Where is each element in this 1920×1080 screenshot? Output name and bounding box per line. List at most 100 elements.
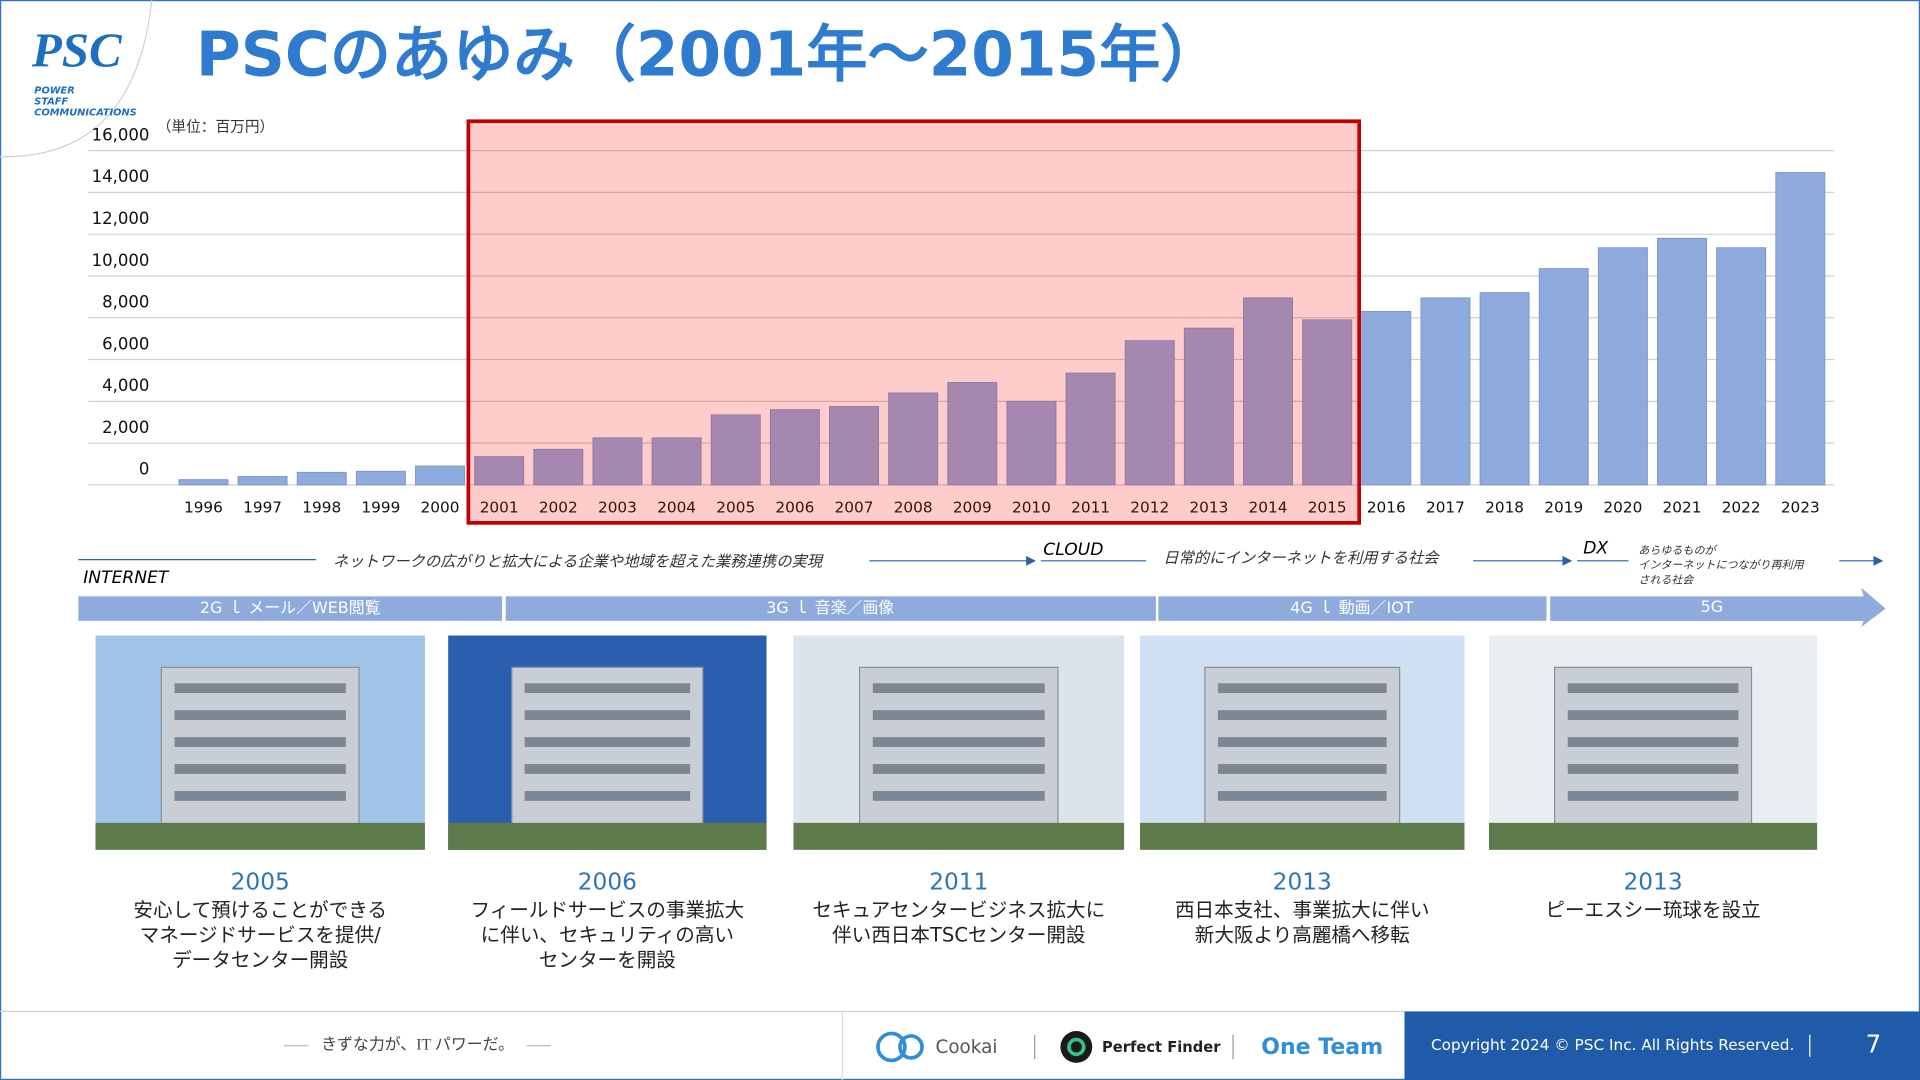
band-label: 3G ｌ 音楽／画像 bbox=[766, 598, 894, 617]
photo-ground bbox=[793, 822, 1125, 850]
milestone-year: 2005 bbox=[231, 868, 290, 895]
bar bbox=[1006, 400, 1057, 486]
photo-window bbox=[174, 764, 346, 774]
photo-window bbox=[1217, 764, 1387, 774]
brand-icon bbox=[898, 1034, 924, 1060]
y-tick-label: 6,000 bbox=[102, 334, 149, 353]
milestone-text: 安心して預けることができる bbox=[133, 899, 387, 922]
x-tick-label: 2001 bbox=[480, 499, 519, 517]
bar bbox=[237, 476, 288, 486]
y-tick-label: 14,000 bbox=[92, 167, 150, 186]
band-label: 4G ｌ 動画／IOT bbox=[1290, 598, 1413, 617]
brand-icon bbox=[1060, 1031, 1093, 1063]
x-tick-label: 2009 bbox=[953, 499, 992, 517]
bar bbox=[355, 470, 406, 486]
band bbox=[1158, 596, 1547, 621]
y-tick-label: 0 bbox=[139, 460, 150, 479]
photo-ground bbox=[95, 822, 425, 850]
milestone-text: センターを開設 bbox=[539, 949, 676, 972]
logo-tagline: POWER bbox=[34, 86, 75, 97]
brand: Perfect Finder bbox=[1102, 1039, 1221, 1056]
y-tick-label: 12,000 bbox=[92, 209, 150, 228]
x-tick-label: 2018 bbox=[1485, 499, 1524, 517]
milestone-text: 西日本支社、事業拡大に伴い bbox=[1175, 899, 1430, 922]
photo-window bbox=[1217, 710, 1387, 720]
footer-block bbox=[1404, 1011, 1920, 1080]
x-tick-label: 1996 bbox=[184, 499, 223, 517]
photo-window bbox=[174, 791, 346, 801]
photo-window bbox=[872, 710, 1045, 720]
bar bbox=[1716, 247, 1767, 486]
photo-window bbox=[1567, 683, 1739, 694]
bar bbox=[947, 382, 998, 486]
x-tick-label: 2021 bbox=[1663, 499, 1702, 517]
brand: Cookai bbox=[936, 1037, 998, 1058]
x-tick-label: 2023 bbox=[1781, 499, 1820, 517]
y-tick-label: 10,000 bbox=[92, 251, 150, 270]
milestone-text: セキュアセンタービジネス拡大に bbox=[812, 899, 1105, 922]
milestone-text: 伴い西日本TSCセンター開設 bbox=[832, 924, 1085, 947]
chart: 0 2,000 4,000 6,000 8,000 10,000 12,000 14,000 1… bbox=[88, 119, 1835, 525]
x-tick-label: 2016 bbox=[1367, 499, 1406, 517]
milestone-year: 2013 bbox=[1273, 868, 1332, 895]
era-label: CLOUD bbox=[1043, 540, 1103, 560]
photo-window bbox=[524, 791, 691, 801]
x-tick-label: 2008 bbox=[894, 499, 933, 517]
logo: PSC bbox=[31, 22, 123, 77]
bar bbox=[829, 406, 880, 486]
x-tick-label: 2013 bbox=[1189, 499, 1228, 517]
bar bbox=[1361, 310, 1412, 486]
milestone-year: 2006 bbox=[578, 868, 637, 895]
logo-tagline: STAFF bbox=[34, 97, 68, 108]
photo-window bbox=[872, 791, 1045, 801]
bar bbox=[178, 479, 229, 486]
slogan: きずな力が、IT パワーだ。 bbox=[321, 1035, 514, 1053]
x-tick-label: 1997 bbox=[243, 499, 282, 517]
arrow-head bbox=[1026, 555, 1036, 566]
x-tick-label: 2005 bbox=[716, 499, 755, 517]
x-tick-label: 2010 bbox=[1012, 499, 1051, 517]
photo-window bbox=[872, 764, 1045, 774]
bar bbox=[1302, 319, 1353, 486]
milestone-text: 新大阪より高麗橋へ移転 bbox=[1195, 924, 1410, 947]
bar bbox=[769, 409, 820, 486]
era-label: DX bbox=[1583, 539, 1609, 559]
photo-window bbox=[524, 710, 691, 720]
page-number: 7 bbox=[1866, 1030, 1882, 1059]
slide-title: PSCのあゆみ（2001年～2015年） bbox=[196, 19, 1222, 90]
photo-window bbox=[524, 764, 691, 774]
photo-window bbox=[1567, 764, 1739, 774]
photo-window bbox=[1567, 737, 1739, 747]
bar bbox=[1597, 247, 1648, 486]
y-tick-label: 16,000 bbox=[92, 125, 150, 144]
band bbox=[505, 596, 1156, 621]
x-tick-label: 2020 bbox=[1603, 499, 1642, 517]
x-tick-label: 2012 bbox=[1130, 499, 1169, 517]
milestone-text: データセンター開設 bbox=[172, 949, 348, 972]
x-tick-label: 2015 bbox=[1308, 499, 1347, 517]
era-text: ネットワークの広がりと拡大による企業や地域を超えた業務連携の実現 bbox=[333, 553, 824, 571]
photo-window bbox=[1217, 683, 1387, 694]
photo-window bbox=[1567, 791, 1739, 801]
brand-icon bbox=[1067, 1037, 1086, 1057]
bar bbox=[1243, 297, 1293, 486]
x-tick-label: 2019 bbox=[1544, 499, 1583, 517]
bar bbox=[1775, 172, 1826, 486]
photo-window bbox=[872, 737, 1045, 747]
band-label: 5G bbox=[1701, 597, 1723, 616]
x-tick-label: 2007 bbox=[835, 499, 874, 517]
highlight-box bbox=[466, 119, 1362, 525]
band-label: 2G ｌ メール／WEB閲覧 bbox=[200, 598, 381, 617]
milestone-text: ピーエスシー琉球を設立 bbox=[1545, 899, 1760, 922]
bar bbox=[1124, 340, 1175, 486]
y-tick-label: 8,000 bbox=[102, 293, 149, 312]
y-tick-label: 4,000 bbox=[102, 376, 149, 395]
arrow-head bbox=[1873, 555, 1884, 566]
bar bbox=[1538, 268, 1589, 486]
bar bbox=[651, 437, 702, 486]
x-tick-label: 2011 bbox=[1071, 499, 1110, 517]
photo-ground bbox=[1488, 822, 1818, 850]
era-text: 日常的にインターネットを利用する社会 bbox=[1163, 549, 1440, 567]
